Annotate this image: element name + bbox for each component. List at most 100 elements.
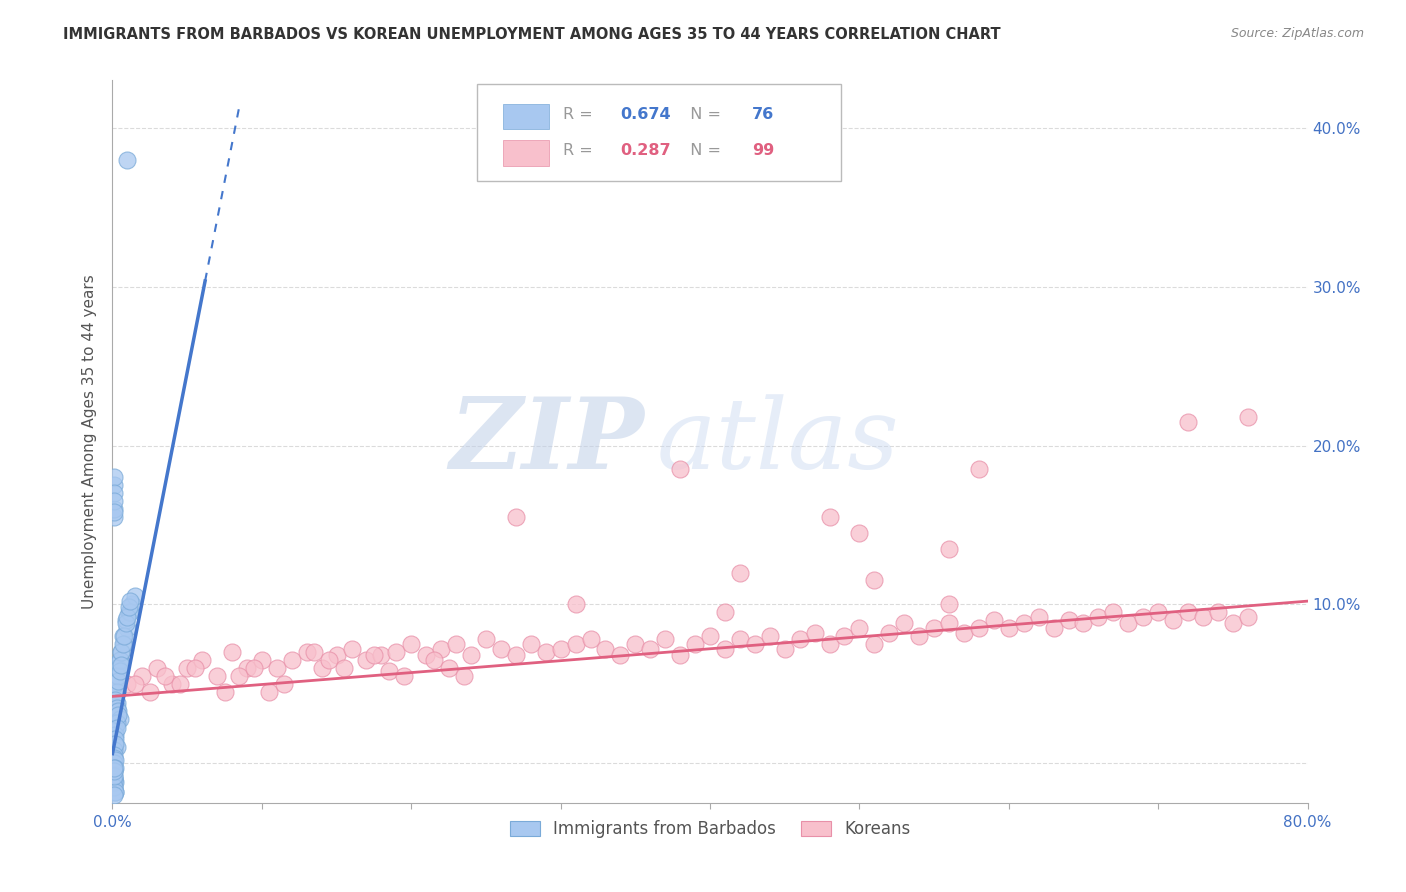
- Point: [103, 761, 125, 775]
- Point: [191, 653, 214, 667]
- FancyBboxPatch shape: [503, 140, 548, 166]
- Point: [120, 594, 142, 608]
- Point: [579, 632, 602, 647]
- Point: [489, 641, 512, 656]
- Point: [121, 597, 143, 611]
- Point: [103, 772, 125, 786]
- Point: [259, 684, 281, 698]
- Point: [107, 661, 129, 675]
- Point: [118, 605, 141, 619]
- Point: [624, 637, 647, 651]
- Point: [236, 661, 259, 675]
- Point: [378, 664, 401, 678]
- Point: [363, 648, 385, 662]
- Point: [205, 669, 228, 683]
- Point: [104, 785, 127, 799]
- Point: [385, 645, 408, 659]
- FancyBboxPatch shape: [477, 84, 842, 181]
- Point: [107, 669, 129, 683]
- Point: [117, 610, 139, 624]
- Point: [114, 629, 135, 643]
- Point: [111, 629, 134, 643]
- Point: [370, 648, 392, 662]
- Point: [1132, 610, 1154, 624]
- Text: N =: N =: [681, 107, 727, 121]
- Point: [131, 669, 153, 683]
- Point: [340, 641, 363, 656]
- Point: [430, 641, 453, 656]
- Point: [505, 648, 527, 662]
- Point: [273, 676, 295, 690]
- Point: [475, 632, 498, 647]
- Point: [1102, 605, 1125, 619]
- Point: [117, 676, 139, 690]
- Point: [146, 661, 169, 675]
- Point: [683, 637, 706, 651]
- Point: [108, 664, 131, 678]
- Point: [103, 732, 125, 747]
- Point: [550, 641, 572, 656]
- Point: [699, 629, 721, 643]
- Point: [1147, 605, 1170, 619]
- Point: [104, 727, 127, 741]
- Point: [266, 661, 288, 675]
- Point: [302, 645, 325, 659]
- Point: [103, 486, 125, 500]
- Point: [104, 692, 127, 706]
- Point: [1206, 605, 1229, 619]
- Text: R =: R =: [562, 107, 598, 121]
- Point: [318, 653, 340, 667]
- Text: N =: N =: [681, 143, 727, 158]
- Point: [595, 641, 617, 656]
- Point: [103, 494, 125, 508]
- Point: [103, 505, 125, 519]
- Point: [938, 541, 960, 556]
- Point: [110, 657, 132, 672]
- Point: [534, 645, 557, 659]
- Point: [401, 637, 423, 651]
- Point: [107, 708, 129, 723]
- Point: [104, 775, 127, 789]
- Point: [110, 645, 132, 659]
- Text: 0.287: 0.287: [620, 143, 671, 158]
- Point: [1028, 610, 1050, 624]
- Point: [108, 712, 131, 726]
- Point: [1057, 613, 1080, 627]
- Point: [114, 637, 135, 651]
- Point: [728, 632, 751, 647]
- Point: [1177, 605, 1199, 619]
- Point: [105, 684, 128, 698]
- Point: [115, 616, 138, 631]
- Point: [818, 510, 841, 524]
- Point: [453, 669, 475, 683]
- Point: [967, 621, 990, 635]
- Point: [505, 510, 527, 524]
- Point: [818, 637, 841, 651]
- Point: [108, 653, 131, 667]
- Point: [120, 605, 142, 619]
- Point: [105, 740, 128, 755]
- Point: [1073, 616, 1095, 631]
- Point: [1192, 610, 1215, 624]
- Point: [103, 769, 125, 783]
- Point: [773, 641, 796, 656]
- Point: [714, 605, 737, 619]
- Point: [967, 462, 990, 476]
- Point: [139, 684, 162, 698]
- Point: [714, 641, 737, 656]
- Point: [124, 676, 146, 690]
- Point: [117, 153, 139, 167]
- Point: [214, 684, 236, 698]
- Point: [848, 525, 870, 540]
- Point: [103, 764, 125, 778]
- Point: [103, 769, 125, 783]
- Point: [103, 772, 125, 786]
- Point: [110, 645, 132, 659]
- Point: [103, 502, 125, 516]
- Point: [415, 648, 437, 662]
- Point: [998, 621, 1021, 635]
- Point: [153, 669, 176, 683]
- Point: [1237, 610, 1260, 624]
- Point: [103, 708, 125, 723]
- Legend: Immigrants from Barbados, Koreans: Immigrants from Barbados, Koreans: [503, 814, 917, 845]
